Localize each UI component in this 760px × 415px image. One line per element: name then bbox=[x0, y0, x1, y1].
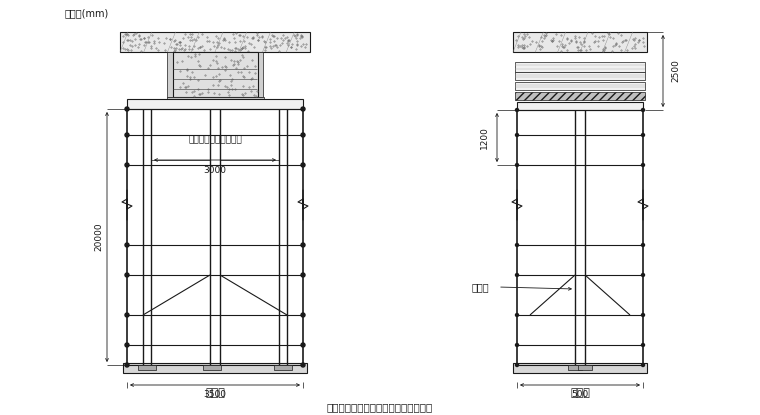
Text: 20000: 20000 bbox=[94, 223, 103, 251]
Circle shape bbox=[641, 134, 644, 137]
Bar bbox=[517, 102, 643, 110]
Circle shape bbox=[301, 363, 305, 367]
Bar bbox=[515, 92, 645, 100]
Bar bbox=[513, 32, 647, 52]
Circle shape bbox=[515, 364, 518, 366]
Text: 双立杆: 双立杆 bbox=[471, 282, 489, 292]
Bar bbox=[515, 72, 645, 80]
Text: 多根承重立杆，木方支撑垂直于梁截面: 多根承重立杆，木方支撑垂直于梁截面 bbox=[327, 402, 433, 412]
Circle shape bbox=[301, 107, 305, 111]
Circle shape bbox=[515, 108, 518, 112]
Circle shape bbox=[515, 244, 518, 247]
Circle shape bbox=[125, 273, 129, 277]
Circle shape bbox=[301, 273, 305, 277]
Circle shape bbox=[125, 163, 129, 167]
Circle shape bbox=[301, 133, 305, 137]
Circle shape bbox=[125, 107, 129, 111]
Bar bbox=[167, 97, 264, 103]
Circle shape bbox=[301, 343, 305, 347]
Bar bbox=[568, 365, 582, 370]
Bar bbox=[120, 32, 310, 52]
Bar bbox=[203, 365, 221, 370]
Bar bbox=[515, 82, 645, 90]
Bar bbox=[127, 99, 303, 109]
Bar bbox=[513, 363, 647, 373]
Circle shape bbox=[641, 364, 644, 366]
Bar bbox=[173, 52, 258, 97]
Bar bbox=[578, 365, 592, 370]
Circle shape bbox=[641, 313, 644, 317]
Circle shape bbox=[301, 243, 305, 247]
Bar bbox=[138, 365, 156, 370]
Bar bbox=[274, 365, 292, 370]
Circle shape bbox=[515, 313, 518, 317]
Circle shape bbox=[301, 313, 305, 317]
Text: 侧面图: 侧面图 bbox=[570, 388, 590, 398]
Bar bbox=[167, 52, 173, 97]
Bar bbox=[257, 52, 263, 97]
Circle shape bbox=[641, 108, 644, 112]
Circle shape bbox=[641, 164, 644, 166]
Circle shape bbox=[641, 344, 644, 347]
Bar bbox=[515, 62, 645, 72]
Text: 500: 500 bbox=[572, 390, 589, 399]
Circle shape bbox=[515, 164, 518, 166]
Text: 单位：(mm): 单位：(mm) bbox=[65, 8, 109, 18]
Circle shape bbox=[125, 243, 129, 247]
Circle shape bbox=[515, 344, 518, 347]
Text: 2500: 2500 bbox=[671, 60, 680, 83]
Text: 断面图: 断面图 bbox=[205, 388, 225, 398]
Circle shape bbox=[515, 134, 518, 137]
Text: 1200: 1200 bbox=[480, 126, 489, 149]
Circle shape bbox=[641, 273, 644, 276]
Text: 3500: 3500 bbox=[204, 390, 226, 399]
Circle shape bbox=[125, 313, 129, 317]
Circle shape bbox=[515, 273, 518, 276]
Circle shape bbox=[125, 133, 129, 137]
Circle shape bbox=[301, 163, 305, 167]
Circle shape bbox=[125, 343, 129, 347]
Circle shape bbox=[641, 244, 644, 247]
Text: 3000: 3000 bbox=[204, 166, 226, 175]
Circle shape bbox=[125, 363, 129, 367]
Bar bbox=[123, 363, 307, 373]
Text: 多道承重立杆图中省略: 多道承重立杆图中省略 bbox=[188, 136, 242, 144]
